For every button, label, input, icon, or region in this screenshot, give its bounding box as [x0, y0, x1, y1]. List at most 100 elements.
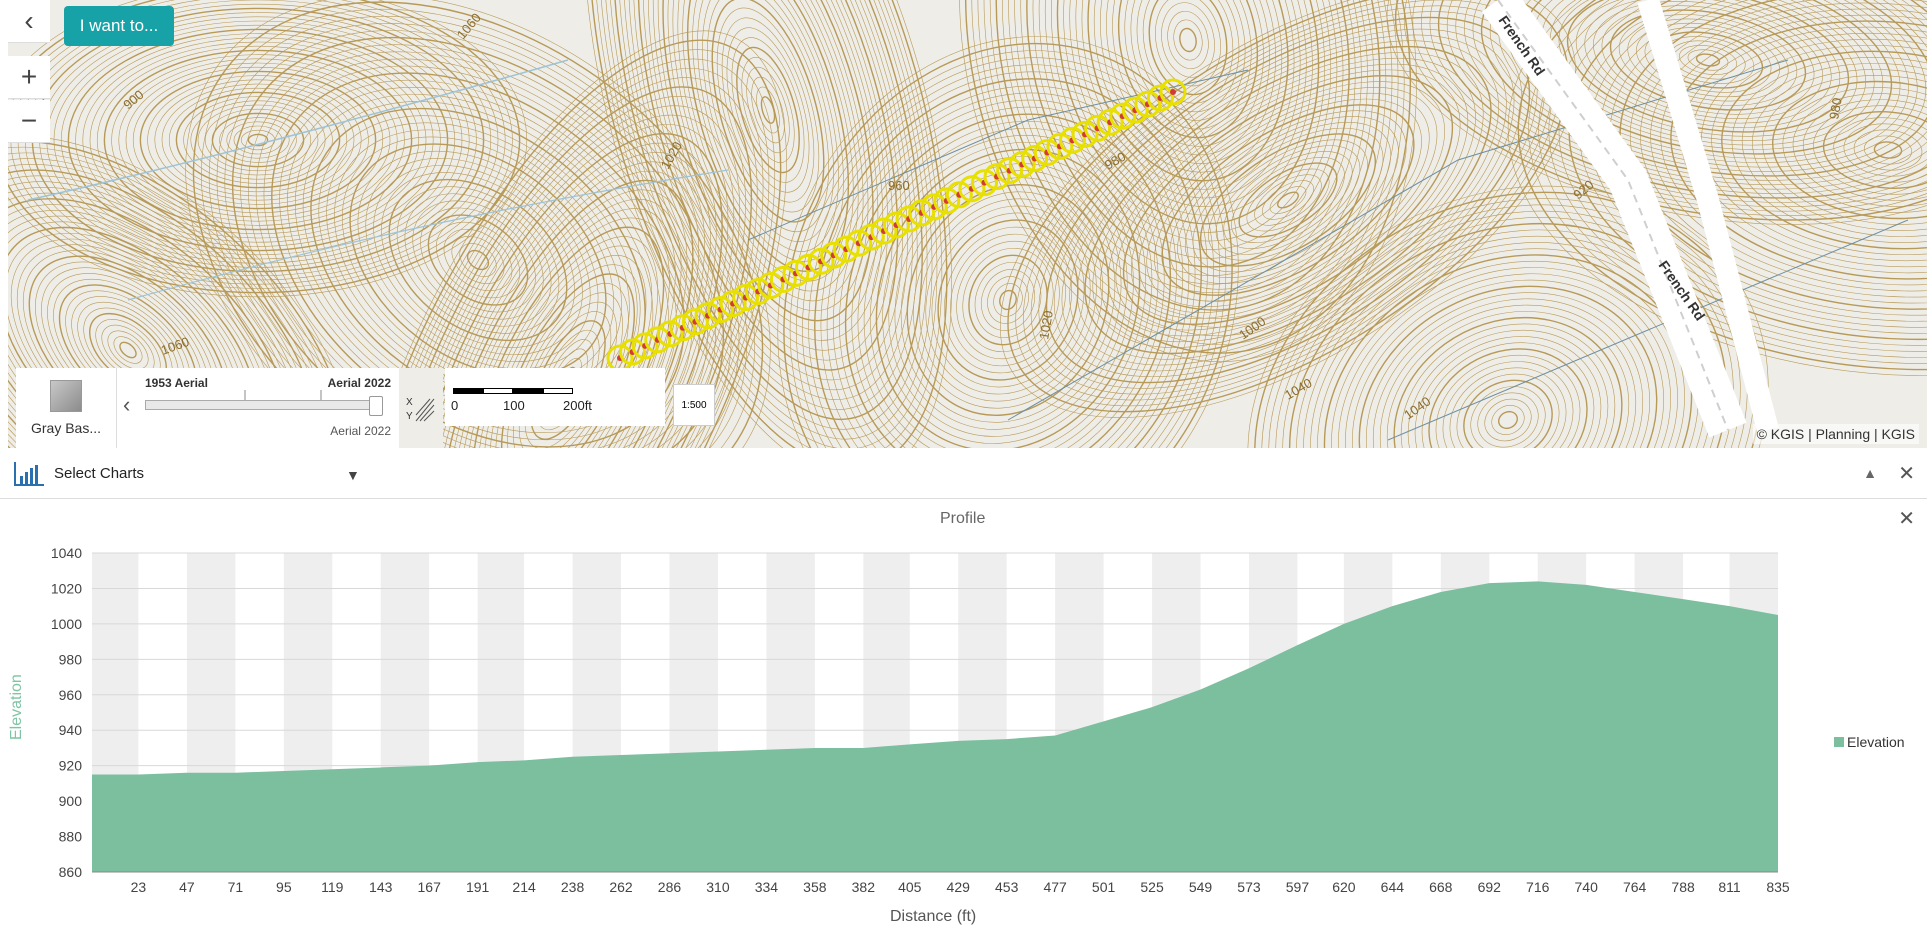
contour-line: [795, 57, 1221, 448]
back-button[interactable]: ‹: [8, 0, 50, 43]
profile-line-points: [606, 78, 1187, 372]
contour-line: [1358, 285, 1658, 448]
contour-line: [1117, 0, 1259, 139]
contour-line: [125, 62, 391, 218]
contour-line: [103, 49, 413, 231]
contour-line: [584, 0, 952, 448]
contour-line: [334, 129, 622, 391]
contour-line: [175, 91, 341, 189]
x-tick-label: 788: [1671, 879, 1695, 895]
profile-point-dot: [1170, 89, 1176, 95]
y-tick-label: 880: [59, 829, 83, 845]
timeline-start-label: 1953 Aerial: [145, 376, 208, 390]
contour-line: [1112, 0, 1264, 147]
profile-point-marker: [1109, 102, 1137, 130]
y-axis-ticks: 860 880 900 920 940 960 980 1000 1020 1040: [51, 545, 82, 880]
bar-chart-icon: [14, 462, 44, 486]
profile-point-marker: [996, 157, 1024, 185]
basemap-label: Gray Bas...: [30, 420, 102, 436]
x-tick-label: 429: [947, 879, 971, 895]
contour-line: [1154, 98, 1422, 302]
contour-line: [995, 0, 1381, 311]
x-tick-label: 549: [1189, 879, 1213, 895]
timeline-track[interactable]: [145, 400, 377, 410]
imagery-timeline[interactable]: ‹ 1953 Aerial Aerial 2022 Aerial 2022: [116, 368, 399, 448]
contour-line: [1379, 304, 1637, 448]
zoom-out-button[interactable]: −: [8, 100, 50, 143]
contour-line: [1352, 279, 1664, 448]
close-panel-button[interactable]: ✕: [1898, 463, 1915, 485]
profile-point-marker: [619, 338, 647, 366]
y-tick-label: 900: [59, 793, 83, 809]
basemap-switcher[interactable]: Gray Bas...: [16, 368, 116, 448]
contour-line: [999, 289, 1017, 311]
contour-line: [1161, 104, 1415, 296]
contour-line: [1142, 0, 1234, 104]
contour-line: [919, 198, 1097, 402]
contour-line: [357, 150, 599, 370]
zoom-in-button[interactable]: +: [8, 56, 50, 99]
y-tick-label: 1000: [51, 616, 82, 632]
chart-legend[interactable]: Elevation: [1834, 734, 1905, 750]
contour-line: [1131, 81, 1445, 319]
x-tick-label: 334: [755, 879, 779, 895]
contour-line: [1115, 69, 1461, 331]
contour-line: [900, 177, 1116, 423]
elevation-area: [92, 581, 1778, 872]
contour-line: [882, 156, 1134, 444]
coordinates-tool-button[interactable]: X Y: [399, 368, 443, 448]
chevron-left-icon[interactable]: ‹: [123, 392, 131, 417]
contour-line: [366, 58, 770, 448]
x-tick-label: 692: [1478, 879, 1502, 895]
x-tick-label: 668: [1429, 879, 1453, 895]
select-charts-dropdown[interactable]: Select Charts: [54, 465, 145, 482]
contour-line: [1056, 0, 1320, 225]
contour-line: [219, 117, 297, 163]
profile-point-marker: [1146, 84, 1174, 112]
contour-line: [1701, 38, 1927, 262]
contour-line: [756, 86, 780, 134]
caret-down-icon[interactable]: ▼: [346, 467, 360, 483]
x-tick-label: 95: [276, 879, 292, 895]
contour-line: [1053, 22, 1523, 378]
contour-line: [8, 140, 349, 448]
contour-label: 960: [888, 178, 910, 193]
chevron-left-icon: ‹: [24, 5, 34, 36]
contour-line: [1813, 105, 1927, 195]
contour-line: [643, 0, 893, 361]
map-view[interactable]: French Rd French Rd 1060 960 980 1000 10…: [8, 0, 1927, 448]
contour-line: [598, 0, 938, 448]
contour-line: [1093, 0, 1283, 173]
x-tick-label: 477: [1043, 879, 1067, 895]
contour-line: [1173, 19, 1203, 61]
topographic-map[interactable]: French Rd French Rd 1060 960 980 1000 10…: [8, 0, 1927, 448]
close-chart-button[interactable]: ✕: [1898, 508, 1915, 530]
contour-line: [726, 27, 810, 193]
contour-line: [593, 0, 943, 448]
contour-line: [443, 228, 513, 292]
contour-line: [1063, 0, 1313, 216]
collapse-up-icon[interactable]: ▲: [1863, 465, 1877, 481]
contour-line: [711, 0, 825, 223]
i-want-to-button[interactable]: I want to...: [64, 6, 174, 46]
contour-line: [396, 105, 740, 448]
profile-point-marker: [883, 211, 910, 239]
contour-line: [682, 0, 854, 282]
profile-point-marker: [920, 193, 948, 221]
contour-line: [1262, 180, 1314, 220]
contour-line: [613, 0, 923, 421]
x-tick-label: 453: [995, 879, 1019, 895]
timeline-slider-handle[interactable]: [369, 396, 383, 416]
profile-point-marker: [707, 296, 735, 324]
y-axis-label: Elevation: [8, 674, 25, 740]
contour-line: [1601, 5, 1815, 115]
profile-point-marker: [1058, 126, 1086, 154]
plus-icon: +: [20, 61, 38, 92]
x-tick-label: 214: [512, 879, 536, 895]
contour-line: [1148, 0, 1228, 96]
contour-line: [8, 164, 324, 448]
contour-line: [354, 39, 782, 448]
scale-ratio-button[interactable]: 1:500: [673, 384, 715, 426]
contour-line: [1679, 45, 1737, 75]
contour-line: [1122, 75, 1454, 325]
